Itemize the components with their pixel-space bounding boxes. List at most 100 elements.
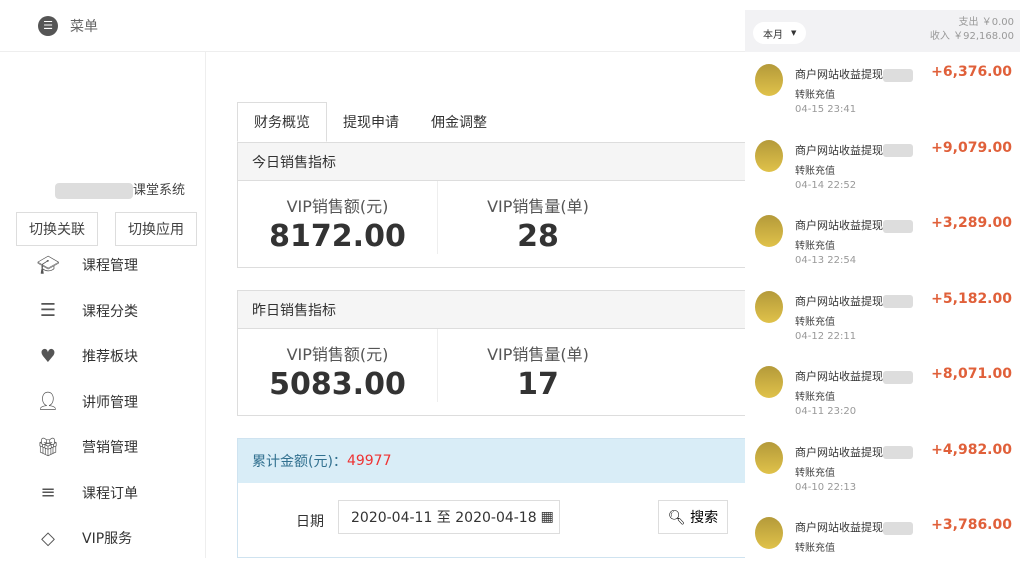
cumulative-label: 累计金额(元)： [252,454,347,470]
transaction-title: 商户网站收益提现 [795,294,883,308]
transaction-title: 商户网站收益提现 [795,445,883,459]
sidebar-item[interactable]: 🎁︎ 营销管理 [0,424,205,470]
stat-label: VIP销售额(元) [286,345,389,364]
transaction-title: 商户网站收益提现 [795,219,883,232]
transaction-type: 转账充值 [795,467,835,479]
transaction-title: 商户网站收益提现 [795,370,883,383]
sidebar-item[interactable]: ♥ 推荐板块 [0,333,205,379]
stat-value: 5083.00 [269,367,406,402]
blurred-text [883,521,913,535]
avatar [755,441,783,474]
transaction-amount: +3,786.00 [931,517,1012,533]
transaction-amount: +8,071.00 [931,366,1012,382]
sidebar-item[interactable]: 🎓︎ 课程管理 [0,242,205,288]
calendar-icon: ▦ [540,509,554,525]
avatar [755,215,783,247]
menu-label[interactable]: 菜单 [70,18,98,35]
avatar [755,366,783,398]
date-label: 日期 [296,514,324,530]
switch-app-button[interactable]: 切换应用 [115,212,197,246]
blurred-text [883,370,913,384]
transaction-time: 04-14 22:52 [795,179,857,191]
expense-total: 支出 ￥0.00 [958,17,1014,28]
transaction-title: 商户网站收益提现 [795,521,883,534]
sidebar-item-label: 讲师管理 [82,394,138,411]
transaction-item[interactable]: 商户网站收益提现 转账充值 04-11 23:20 +8,071.00 [745,362,1020,437]
transaction-item[interactable]: 商户网站收益提现 转账充值 +3,786.00 [745,513,1020,588]
today-panel: 今日销售指标 VIP销售额(元) 8172.00 VIP销售量(单) 28 [237,142,747,268]
avatar [755,290,783,323]
stat-label: VIP销售额(元) [286,197,389,216]
transaction-type: 转账充值 [795,165,835,177]
sidebar-item-label: 推荐板块 [82,349,138,365]
sidebar-item-label: 课程分类 [82,303,138,320]
period-dropdown[interactable]: 本月 ▼ [753,22,807,44]
transaction-item[interactable]: 商户网站收益提现 转账充值 04-10 22:13 +4,982.00 [745,438,1020,513]
cumulative-panel: 累计金额(元)： 49977 日期 2020-04-11 至 2020-04-18… [237,438,747,558]
transaction-amount: +5,182.00 [931,290,1012,307]
sidebar-item[interactable]: 👤︎ 讲师管理 [0,379,205,425]
top-header: ☰ 菜单 [0,0,745,52]
transaction-type: 转账充值 [795,392,835,403]
blurred-text [883,446,913,459]
sidebar-item[interactable]: ☰ 课程分类 [0,288,205,334]
stat-label: VIP销售量(单) [487,345,589,364]
panel-title: 昨日销售指标 [238,291,746,329]
transaction-item[interactable]: 商户网站收益提现 转账充值 04-14 22:52 +9,079.00 [745,136,1020,211]
user-tie-icon: 👤︎ [36,391,60,412]
blurred-text [883,219,913,233]
transaction-time: 04-11 23:20 [795,406,857,417]
blurred-text [883,295,913,308]
blurred-text [883,68,913,82]
sidebar-item-label: 营销管理 [82,440,138,456]
stat-label: VIP销售量(单) [487,197,589,216]
transaction-type: 转账充值 [795,90,835,101]
blurred-text [883,144,913,157]
stat-value: 8172.00 [269,219,406,254]
transaction-time: 04-12 22:11 [795,330,857,342]
transaction-title: 商户网站收益提现 [795,68,883,81]
date-range-input[interactable]: 2020-04-11 至 2020-04-18 ▦ [338,500,560,534]
transaction-time: 04-10 22:13 [795,481,857,493]
avatar [755,139,783,172]
avatar [755,64,783,96]
transaction-amount: +9,079.00 [931,139,1012,156]
transaction-time: 04-13 22:54 [795,255,857,266]
search-button[interactable]: 🔍︎ 搜索 [658,500,728,534]
search-icon: 🔍︎ [667,510,686,526]
sidebar-item[interactable]: ≡ 课程订单 [0,470,205,516]
transaction-amount: +3,289.00 [931,215,1012,231]
sidebar-item-label: VIP服务 [82,531,133,547]
transaction-list-panel: 本月 ▼ 支出 ￥0.00 收入 ￥92,168.00 商户网站收益提现 转账充值 … [745,10,1020,558]
sidebar-item-label: 课程管理 [82,258,138,274]
tab-withdraw-request[interactable]: 提现申请 [343,115,399,131]
transaction-item[interactable]: 商户网站收益提现 转账充值 04-13 22:54 +3,289.00 [745,211,1020,286]
graduation-cap-icon: 🎓︎ [36,254,60,276]
tab-bar: 财务概览 提现申请 佣金调整 [237,102,503,142]
menu-icon[interactable]: ☰ [38,15,58,36]
avatar [755,517,783,549]
cumulative-value: 49977 [346,453,392,469]
caret-down-icon: ▼ [791,29,797,37]
diamond-icon: ◇ [41,527,55,549]
panel-title: 今日销售指标 [238,143,746,181]
switch-link-button[interactable]: 切换关联 [16,212,98,246]
transaction-item[interactable]: 商户网站收益提现 转账充值 04-15 23:41 +6,376.00 [745,60,1020,135]
transaction-item[interactable]: 商户网站收益提现 转账充值 04-12 22:11 +5,182.00 [745,287,1020,362]
stat-value: 28 [517,219,559,254]
blurred-text [55,182,133,199]
ordered-list-icon: ≡ [40,482,56,503]
heart-icon: ♥ [39,345,57,367]
transaction-type: 转账充值 [795,241,835,252]
sidebar-item[interactable]: ◇ VIP服务 [0,515,205,561]
transaction-amount: +4,982.00 [931,441,1012,458]
transaction-type: 转账充值 [795,543,835,554]
tab-commission-adjust[interactable]: 佣金调整 [431,115,487,131]
tab-finance-overview[interactable]: 财务概览 [237,102,327,142]
transaction-time: 04-15 23:41 [795,104,857,115]
stat-value: 17 [517,367,559,402]
transaction-title: 商户网站收益提现 [795,143,883,157]
sidebar-item-label: 课程订单 [82,485,138,502]
system-name: 课堂系统 [55,179,185,199]
gift-icon: 🎁︎ [36,436,60,458]
